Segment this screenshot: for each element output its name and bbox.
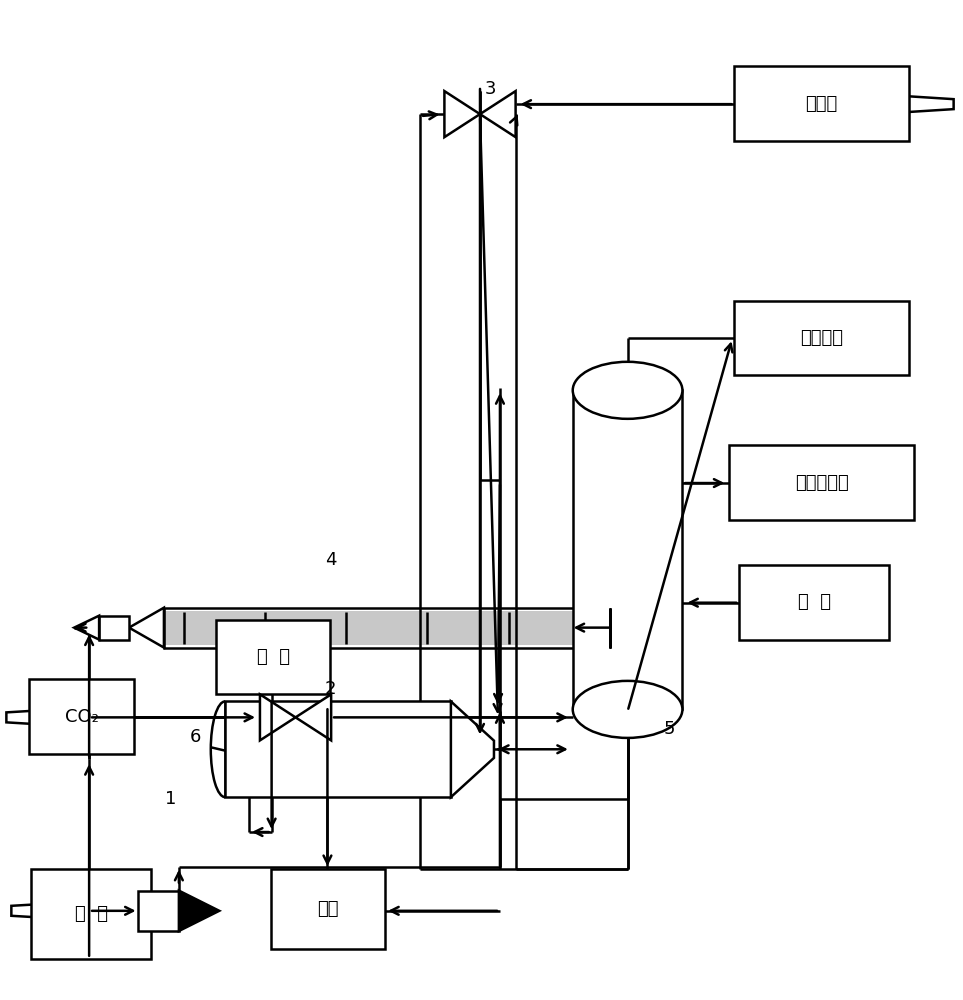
Text: 蒸汽冷凝液: 蒸汽冷凝液 [794,474,848,492]
Polygon shape [451,701,494,797]
Bar [32,869,151,959]
Ellipse shape [573,362,683,419]
Bar [729,445,914,520]
Polygon shape [12,902,101,920]
Text: 3: 3 [484,80,496,98]
Text: 4: 4 [325,551,336,569]
Bar [139,891,179,931]
Text: CO₂: CO₂ [65,708,98,726]
Polygon shape [260,694,296,740]
Bar [271,869,385,949]
Bar [164,611,610,645]
Polygon shape [480,91,515,137]
Bar [99,616,129,640]
Bar [225,701,451,797]
Bar [734,66,909,141]
Text: 6: 6 [190,728,201,746]
Polygon shape [7,708,94,726]
Polygon shape [129,608,164,648]
Text: 蒸汽: 蒸汽 [317,900,339,918]
Bar [734,301,909,375]
Text: 合成尿液: 合成尿液 [800,329,843,347]
Polygon shape [296,694,331,740]
Text: 1: 1 [166,790,176,808]
Polygon shape [179,891,220,931]
Text: 5: 5 [664,720,675,738]
Bar [164,608,610,648]
Bar [29,679,134,754]
Polygon shape [444,91,480,137]
Bar [216,620,330,694]
Text: 2: 2 [325,680,336,698]
Text: 液  氨: 液 氨 [74,905,108,923]
Text: 给  水: 给 水 [256,648,290,666]
Polygon shape [869,95,953,113]
Polygon shape [74,616,99,640]
Bar [740,565,889,640]
Text: 蒸  汽: 蒸 汽 [797,593,830,611]
Text: 碳铵液: 碳铵液 [805,95,838,113]
Bar [573,390,683,709]
Ellipse shape [573,681,683,738]
